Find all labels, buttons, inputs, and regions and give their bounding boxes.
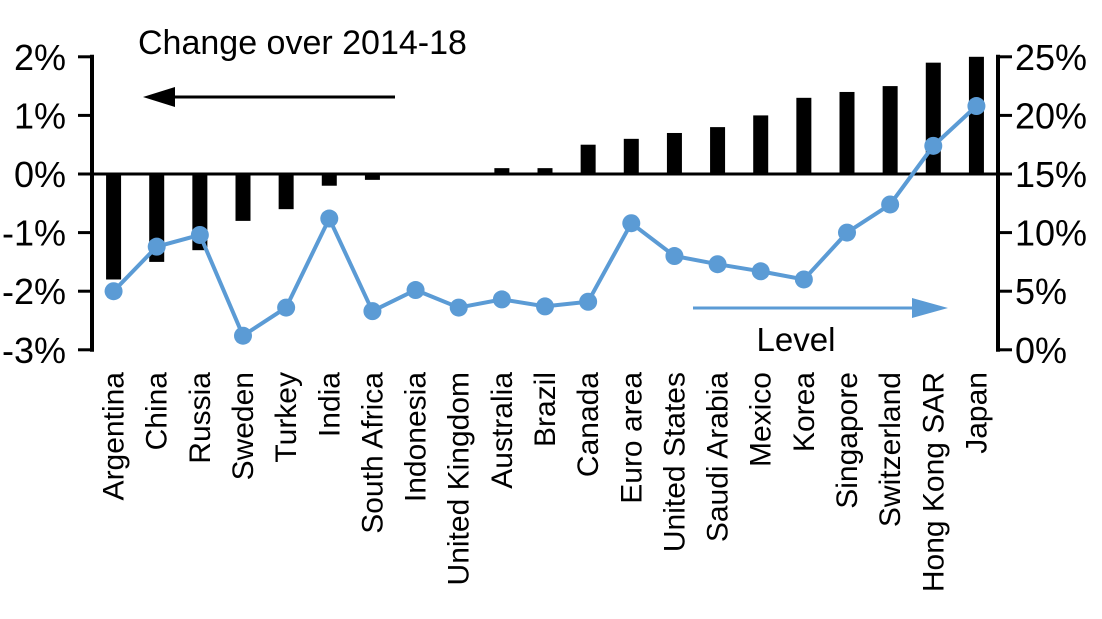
bar [235, 174, 251, 221]
right-axis-tick-label: 15% [1015, 154, 1087, 195]
bar [278, 174, 294, 210]
bar [839, 91, 855, 174]
bar [753, 115, 769, 174]
level-marker [881, 195, 900, 214]
bar [106, 174, 122, 280]
left-axis-tick-label: -1% [2, 213, 66, 254]
left-axis-tick-label: -2% [2, 271, 66, 312]
level-arrow [693, 298, 948, 318]
left-axis-tick-label: 1% [14, 95, 66, 136]
level-marker [234, 326, 252, 345]
bar [537, 168, 553, 174]
x-axis-label: United States [658, 372, 691, 552]
right-axis-tick-label: 0% [1015, 330, 1067, 371]
x-axis-label: Japan [960, 372, 993, 454]
bar [623, 138, 639, 174]
left-axis-tick-label: -3% [2, 330, 66, 371]
bar [321, 174, 337, 186]
x-axis-label: Mexico [745, 372, 778, 467]
bar [666, 132, 682, 174]
x-axis-label: Argentina [98, 372, 131, 501]
x-axis-label: Singapore [831, 372, 864, 509]
level-marker [794, 270, 813, 289]
x-axis-label: India [313, 372, 346, 437]
x-axis-label: South Africa [356, 372, 389, 534]
level-marker [622, 214, 641, 233]
level-marker [147, 237, 166, 256]
level-marker [363, 302, 382, 321]
bar [796, 97, 812, 174]
level-marker [406, 281, 425, 300]
bar [364, 174, 380, 180]
left-axis-tick-label: 2% [14, 37, 66, 78]
level-marker [751, 262, 770, 281]
right-axis-tick-label: 20% [1015, 95, 1087, 136]
x-axis-label: Euro area [615, 372, 648, 504]
bar [925, 62, 941, 174]
right-axis-tick-label: 10% [1015, 213, 1087, 254]
x-axis-label: Indonesia [400, 372, 433, 502]
level-marker [665, 247, 684, 266]
right-axis-tick-label: 25% [1015, 37, 1087, 78]
x-axis-label: Sweden [227, 372, 260, 480]
bar [710, 127, 726, 174]
right-axis-tick-label: 5% [1015, 271, 1067, 312]
x-axis-label: Canada [572, 372, 605, 477]
x-axis-label: Hong Kong SAR [917, 372, 950, 592]
level-marker [190, 225, 209, 244]
x-axis-label: Turkey [270, 372, 303, 463]
level-marker [924, 136, 943, 155]
left-arrow [143, 87, 395, 107]
level-marker [277, 298, 296, 317]
level-marker [967, 97, 986, 116]
level-marker [449, 298, 468, 317]
bar [882, 86, 898, 174]
level-marker [492, 290, 511, 309]
x-axis-label: Korea [788, 372, 821, 452]
level-marker [838, 223, 856, 242]
level-marker [320, 209, 339, 228]
x-axis-label: Switzerland [874, 372, 907, 527]
level-marker [708, 255, 727, 274]
x-axis-label: Saudi Arabia [702, 372, 735, 542]
x-axis-label: United Kingdom [443, 372, 476, 585]
level-marker [579, 292, 598, 311]
bar [494, 168, 510, 174]
line-annotation-label: Level [757, 321, 836, 358]
x-axis-label: China [141, 372, 174, 451]
left-axis-tick-label: 0% [14, 154, 66, 195]
bar [580, 144, 596, 174]
level-marker [104, 282, 123, 301]
x-axis-label: Russia [184, 372, 217, 464]
bars-annotation-label: Change over 2014-18 [138, 24, 467, 62]
x-axis-label: Brazil [529, 372, 562, 447]
level-marker [536, 297, 554, 316]
bar [968, 56, 984, 174]
x-axis-label: Australia [486, 372, 519, 489]
